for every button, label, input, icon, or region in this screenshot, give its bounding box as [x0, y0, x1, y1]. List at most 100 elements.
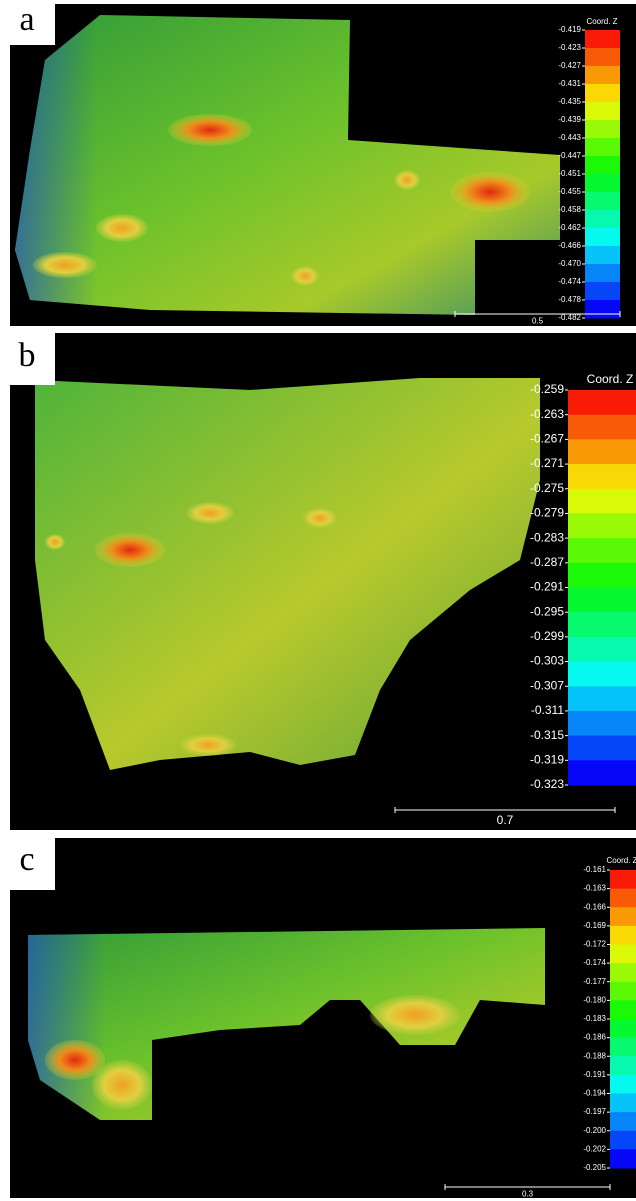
colorbar-segment — [568, 736, 636, 761]
colorbar-segment — [568, 513, 636, 538]
colorbar-tick-label: -0.466 — [558, 241, 581, 250]
colorbar-tick-label: -0.259 — [530, 382, 564, 396]
colorbar-segment — [610, 1094, 636, 1113]
colorbar-segment — [585, 102, 620, 121]
colorbar-tick-label: -0.186 — [583, 1033, 606, 1042]
colorbar-tick-label: -0.163 — [583, 884, 606, 893]
colorbar-segment — [610, 982, 636, 1001]
colorbar-segment — [585, 48, 620, 67]
colorbar-segment — [585, 84, 620, 103]
colorbar-segment — [568, 464, 636, 489]
colorbar-tick-label: -0.287 — [530, 555, 564, 569]
colorbar-segment — [568, 711, 636, 736]
colorbar-segment — [585, 228, 620, 247]
colorbar-segment — [568, 489, 636, 514]
colorbar-tick-label: -0.458 — [558, 205, 581, 214]
colorbar-tick-label: -0.267 — [530, 432, 564, 446]
colorbar-segment — [610, 1056, 636, 1075]
colorbar-segment — [585, 282, 620, 301]
colorbar-segment — [610, 1131, 636, 1150]
colorbar-tick-label: -0.470 — [558, 259, 581, 268]
colorbar-tick-label: -0.169 — [583, 921, 606, 930]
colorbar-tick-label: -0.194 — [583, 1089, 606, 1098]
colorbar-segment — [568, 538, 636, 563]
colorbar-tick-label: -0.431 — [558, 79, 581, 88]
colorbar-title: Coord. Z — [586, 17, 617, 26]
colorbar-tick-label: -0.174 — [583, 958, 606, 967]
colorbar-segment — [568, 686, 636, 711]
colorbar-segment — [585, 174, 620, 193]
colorbar-segment — [568, 390, 636, 415]
colorbar-tick-label: -0.172 — [583, 940, 606, 949]
colorbar-segment — [610, 1075, 636, 1094]
colorbar-tick-label: -0.474 — [558, 277, 581, 286]
figure: a Coord. Z -0.419 -0.423 -0.427 -0.431 -0.435 -… — [0, 0, 636, 1201]
colorbar-tick-label: -0.435 — [558, 97, 581, 106]
colorbar-segment — [610, 1019, 636, 1038]
scale-bar-label: 0.7 — [497, 813, 514, 827]
colorbar-tick-label: -0.197 — [583, 1107, 606, 1116]
colorbar-title: Coord. Z — [606, 856, 636, 865]
colorbar-segment — [568, 662, 636, 687]
colorbar-segment — [585, 120, 620, 139]
colorbar-tick-label: -0.279 — [530, 506, 564, 520]
colorbar-tick-label: -0.183 — [583, 1014, 606, 1023]
colorbar-segment — [585, 264, 620, 283]
colorbar-segment — [610, 1038, 636, 1057]
colorbar-tick-label: -0.478 — [558, 295, 581, 304]
colorbar-title: Coord. Z — [587, 372, 634, 386]
colorbar-tick-label: -0.200 — [583, 1126, 606, 1135]
colorbar-tick-label: -0.161 — [583, 865, 606, 874]
colorbar-segment — [610, 1112, 636, 1131]
colorbar-tick-label: -0.419 — [558, 25, 581, 34]
colorbar-segment — [585, 210, 620, 229]
colorbar-tick-label: -0.188 — [583, 1051, 606, 1060]
colorbar-tick-label: -0.319 — [530, 752, 564, 766]
colorbar-segment — [610, 870, 636, 889]
colorbar-tick-label: -0.263 — [530, 407, 564, 421]
colorbar-segment — [568, 588, 636, 613]
colorbar-tick-label: -0.295 — [530, 604, 564, 618]
scale-bar-label: 0.3 — [522, 1189, 534, 1198]
colorbar-tick-label: -0.177 — [583, 977, 606, 986]
colorbar-tick-label: -0.323 — [530, 777, 564, 791]
colorbar-segment — [585, 66, 620, 85]
colorbar-tick-label: -0.180 — [583, 995, 606, 1004]
colorbar-segment — [610, 1000, 636, 1019]
colorbar-segment — [568, 760, 636, 785]
colorbar-segment — [585, 300, 620, 319]
colorbar-tick-label: -0.443 — [558, 133, 581, 142]
panel-letter: b — [19, 337, 36, 374]
colorbar-tick-label: -0.271 — [530, 456, 564, 470]
colorbar-segment — [610, 1149, 636, 1168]
colorbar-bg — [558, 853, 610, 1173]
colorbar-tick-label: -0.299 — [530, 629, 564, 643]
colorbar-segment — [610, 963, 636, 982]
colorbar-segment — [585, 192, 620, 211]
colorbar-segment — [585, 138, 620, 157]
colorbar-tick-label: -0.462 — [558, 223, 581, 232]
colorbar-tick-label: -0.455 — [558, 187, 581, 196]
colorbar-tick-label: -0.423 — [558, 43, 581, 52]
colorbar-segment — [568, 637, 636, 662]
colorbar-tick-label: -0.447 — [558, 151, 581, 160]
colorbar-segment — [585, 30, 620, 49]
colorbar-tick-label: -0.427 — [558, 61, 581, 70]
colorbar-tick-label: -0.283 — [530, 530, 564, 544]
colorbar-tick-label: -0.205 — [583, 1163, 606, 1172]
colorbar-tick-label: -0.202 — [583, 1144, 606, 1153]
colorbar-segment — [585, 246, 620, 265]
panel-letter: a — [19, 1, 34, 38]
colorbar-segment — [568, 439, 636, 464]
colorbar-tick-label: -0.275 — [530, 481, 564, 495]
colorbar-tick-label: -0.451 — [558, 169, 581, 178]
scale-bar-label: 0.5 — [532, 316, 544, 325]
colorbar-tick-label: -0.166 — [583, 902, 606, 911]
colorbar-tick-label: -0.315 — [530, 728, 564, 742]
colorbar-segment — [610, 945, 636, 964]
colorbar-segment — [568, 415, 636, 440]
panel-letter: c — [19, 841, 34, 878]
colorbar-tick-label: -0.439 — [558, 115, 581, 124]
colorbar-tick-label: -0.311 — [531, 703, 564, 717]
colorbar-tick-label: -0.291 — [530, 580, 564, 594]
